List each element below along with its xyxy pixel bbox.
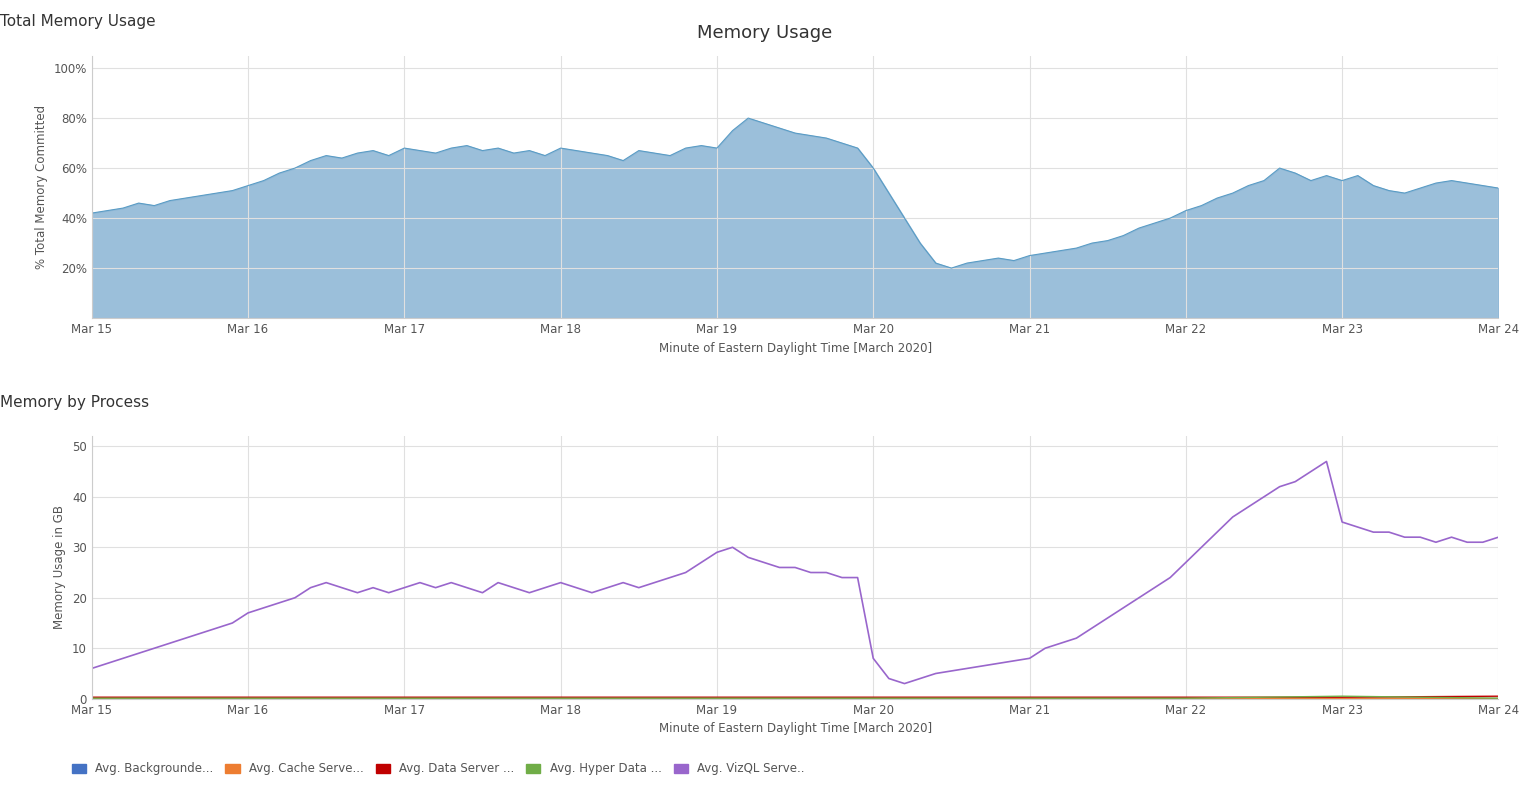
Text: Memory by Process: Memory by Process: [0, 395, 150, 410]
Y-axis label: % Total Memory Committed: % Total Memory Committed: [35, 105, 47, 269]
Legend: Avg. Backgrounde..., Avg. Cache Serve..., Avg. Data Server ..., Avg. Hyper Data : Avg. Backgrounde..., Avg. Cache Serve...…: [67, 757, 809, 781]
Y-axis label: Memory Usage in GB: Memory Usage in GB: [54, 506, 66, 630]
Text: Total Memory Usage: Total Memory Usage: [0, 14, 156, 29]
X-axis label: Minute of Eastern Daylight Time [March 2020]: Minute of Eastern Daylight Time [March 2…: [659, 341, 931, 354]
Text: Memory Usage: Memory Usage: [697, 24, 832, 42]
X-axis label: Minute of Eastern Daylight Time [March 2020]: Minute of Eastern Daylight Time [March 2…: [659, 722, 931, 735]
